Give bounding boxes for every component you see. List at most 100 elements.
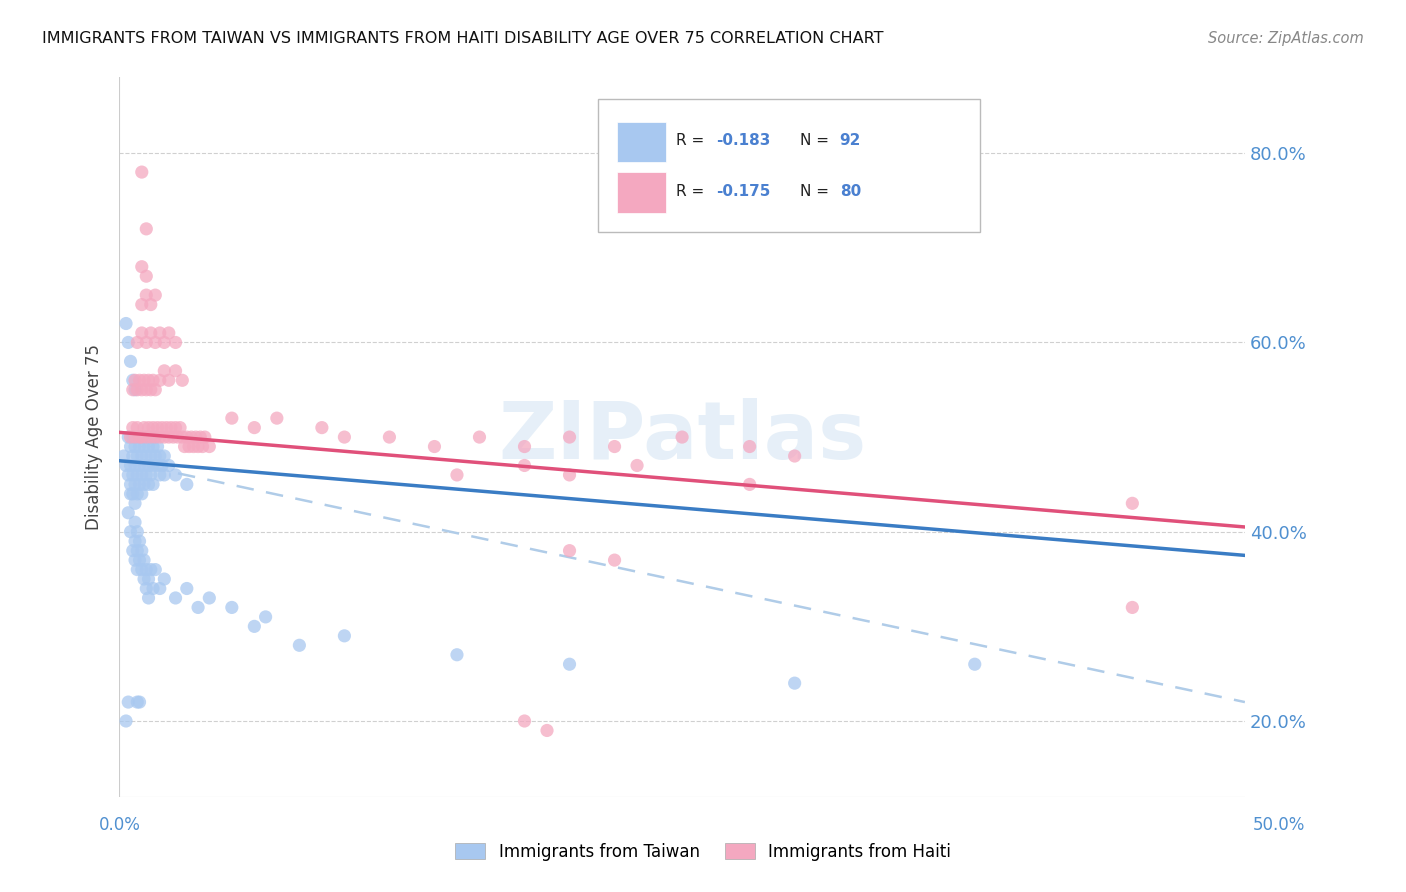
Point <box>153 449 176 463</box>
Point <box>558 543 581 558</box>
Point <box>120 477 142 491</box>
Point <box>1121 600 1143 615</box>
Point <box>121 467 143 482</box>
Point <box>149 582 172 596</box>
Point <box>143 430 166 444</box>
Point <box>187 440 209 454</box>
FancyBboxPatch shape <box>598 99 980 232</box>
Point <box>135 383 157 397</box>
Point <box>115 458 138 473</box>
Point <box>121 383 143 397</box>
Point <box>243 619 266 633</box>
Point <box>120 458 142 473</box>
Point <box>127 563 149 577</box>
Point <box>115 714 138 728</box>
Point <box>446 648 468 662</box>
Point <box>139 563 162 577</box>
Text: IMMIGRANTS FROM TAIWAN VS IMMIGRANTS FROM HAITI DISABILITY AGE OVER 75 CORRELATI: IMMIGRANTS FROM TAIWAN VS IMMIGRANTS FRO… <box>42 31 884 46</box>
Point <box>183 440 205 454</box>
Point <box>149 449 172 463</box>
Point <box>149 326 172 340</box>
Point <box>135 563 157 577</box>
Point <box>198 591 221 605</box>
Point <box>143 383 166 397</box>
Point <box>166 430 188 444</box>
Point <box>128 458 150 473</box>
Point <box>139 297 162 311</box>
Point <box>124 515 146 529</box>
Point <box>128 373 150 387</box>
Point <box>142 440 165 454</box>
Point <box>603 440 626 454</box>
Point <box>131 563 153 577</box>
Point <box>121 487 143 501</box>
Point <box>124 534 146 549</box>
Point <box>153 572 176 586</box>
Point <box>121 543 143 558</box>
Point <box>143 449 166 463</box>
Point <box>132 458 155 473</box>
Point <box>142 477 165 491</box>
Point <box>221 411 243 425</box>
Point <box>138 420 160 434</box>
Point <box>135 222 157 236</box>
Point <box>165 364 187 378</box>
Point <box>112 449 135 463</box>
Point <box>131 383 153 397</box>
Point <box>127 467 149 482</box>
Point <box>176 582 198 596</box>
FancyBboxPatch shape <box>617 172 666 212</box>
Point <box>117 695 139 709</box>
Point <box>536 723 558 738</box>
Point <box>191 440 214 454</box>
Point <box>117 506 139 520</box>
Point <box>127 430 149 444</box>
Point <box>128 695 150 709</box>
Text: 50.0%: 50.0% <box>1253 816 1305 834</box>
Point <box>117 335 139 350</box>
Point <box>172 430 194 444</box>
Point <box>153 335 176 350</box>
Point <box>142 420 165 434</box>
Point <box>311 420 333 434</box>
Point <box>626 458 648 473</box>
Point <box>143 563 166 577</box>
Point <box>184 430 207 444</box>
Point <box>139 326 162 340</box>
Point <box>132 572 155 586</box>
Point <box>124 430 146 444</box>
Y-axis label: Disability Age Over 75: Disability Age Over 75 <box>86 344 103 530</box>
Point <box>153 430 176 444</box>
Point <box>132 553 155 567</box>
Point <box>963 657 986 672</box>
Point <box>783 676 806 690</box>
Point <box>738 440 761 454</box>
Point <box>1121 496 1143 510</box>
Point <box>165 467 187 482</box>
Point <box>135 335 157 350</box>
Point <box>738 477 761 491</box>
Point <box>131 260 153 274</box>
Point <box>124 458 146 473</box>
Point <box>127 524 149 539</box>
Point <box>139 430 162 444</box>
Point <box>120 524 142 539</box>
Point <box>138 458 160 473</box>
Point <box>165 335 187 350</box>
Text: 0.0%: 0.0% <box>98 816 141 834</box>
Point <box>124 477 146 491</box>
Text: N =: N = <box>800 184 834 199</box>
Point <box>143 430 166 444</box>
Point <box>124 383 146 397</box>
Point <box>378 430 401 444</box>
Point <box>150 420 173 434</box>
Point <box>127 420 149 434</box>
Point <box>333 629 356 643</box>
Point <box>139 430 162 444</box>
Point <box>333 430 356 444</box>
Text: -0.175: -0.175 <box>716 184 770 199</box>
Point <box>128 553 150 567</box>
Point <box>783 449 806 463</box>
Point <box>117 430 139 444</box>
Point <box>142 458 165 473</box>
